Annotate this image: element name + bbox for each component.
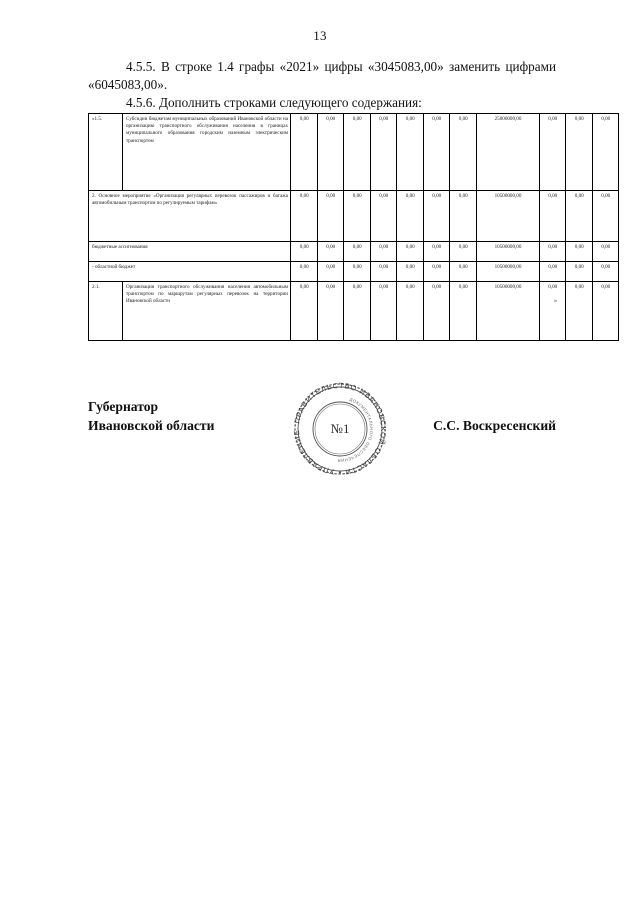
row-name-cell: Организация транспортного обслуживания н…: [122, 281, 291, 341]
page-number: 13: [313, 28, 327, 43]
row-value-cell-highlighted: 10500000,00: [475, 190, 540, 242]
row-value-cell: 0,00: [290, 241, 318, 262]
table-row: «1.5. Субсидии бюджетам муниципальных об…: [88, 113, 619, 191]
row-value-cell: 0,00: [565, 113, 593, 191]
row-value-cell: 0,00: [422, 281, 450, 341]
paragraph-4-5-5: 4.5.5. В строке 1.4 графы «2021» цифры «…: [88, 59, 556, 92]
seal-inner-ring-thin: [314, 403, 366, 455]
row-value-cell: 0,00: [449, 113, 477, 191]
row-value-cell: 0,00: [316, 190, 344, 242]
body-text-block: 4.5.5. В строке 1.4 графы «2021» цифры «…: [88, 58, 556, 113]
table-row: 2. Основное мероприятие «Организация рег…: [88, 190, 619, 242]
row-value-cell-highlighted: 25000000,00: [475, 113, 540, 191]
signatory-name: С.С. Воскресенский: [433, 418, 556, 433]
row-value-cell: 0,00: [343, 190, 371, 242]
signatory-title: Губернатор Ивановской области: [88, 399, 215, 433]
row-value-cell: 0,00: [449, 281, 477, 341]
table-body: «1.5. Субсидии бюджетам муниципальных об…: [88, 113, 619, 341]
row-value-cell: 0,00: [422, 190, 450, 242]
row-value-cell-highlighted: 10500000,00: [475, 261, 540, 282]
seal-number: №1: [331, 421, 350, 436]
row-value-cell-highlighted: 10500000,00: [475, 281, 540, 341]
row-value-cell: 0,00: [591, 281, 619, 341]
table-closing-quote: »: [554, 298, 557, 304]
row-name-cell: - областной бюджет: [88, 261, 291, 282]
official-seal-stamp: ПРАВИТЕЛЬСТВО ИВАНОВСКОЙ ОБЛАСТИ • УПРАВ…: [288, 377, 392, 481]
row-value-cell: 0,00: [449, 261, 477, 282]
row-name-cell: Субсидии бюджетам муниципальных образова…: [122, 113, 291, 191]
row-value-cell: 0,00: [396, 261, 424, 282]
row-code-cell: «1.5.: [88, 113, 123, 191]
row-value-cell: 0,00: [565, 190, 593, 242]
seal-inner-ring: [312, 401, 368, 457]
row-value-cell: 0,00: [565, 241, 593, 262]
row-value-cell: 0,00: [396, 241, 424, 262]
row-value-cell: 0,00: [591, 261, 619, 282]
row-code-cell: 2.1.: [88, 281, 123, 341]
row-value-cell: 0,00: [422, 113, 450, 191]
row-value-cell: 0,00: [290, 113, 318, 191]
row-value-cell: 0,00: [538, 113, 566, 191]
row-value-cell: 0,00: [369, 190, 397, 242]
row-value-cell: 0,00: [538, 241, 566, 262]
signature-block: Губернатор Ивановской области С.С. Воскр…: [88, 398, 556, 448]
row-value-cell: 0,00: [591, 113, 619, 191]
amendment-table: «1.5. Субсидии бюджетам муниципальных об…: [88, 113, 619, 341]
table-row: 2.1. Организация транспортного обслужива…: [88, 281, 619, 341]
row-value-cell: 0,00: [369, 113, 397, 191]
row-value-cell: 0,00: [316, 241, 344, 262]
row-value-cell: 0,00: [369, 261, 397, 282]
row-value-cell: 0,00: [290, 261, 318, 282]
seal-second-ring: [297, 386, 383, 472]
row-value-cell: 0,00: [396, 281, 424, 341]
row-value-cell: 0,00: [565, 261, 593, 282]
seal-outer-ring: [294, 383, 386, 475]
row-value-cell: 0,00: [343, 281, 371, 341]
row-value-cell: 0,00: [369, 241, 397, 262]
row-value-cell: 0,00: [396, 113, 424, 191]
row-value-cell: 0,00: [343, 261, 371, 282]
row-value-cell: 0,00: [316, 281, 344, 341]
row-name-cell: бюджетные ассигнования: [88, 241, 291, 262]
row-value-cell-highlighted: 10500000,00: [475, 241, 540, 262]
row-value-cell: 0,00: [369, 281, 397, 341]
row-value-cell: 0,00: [290, 281, 318, 341]
row-value-cell: 0,00: [396, 190, 424, 242]
row-value-cell: 0,00: [449, 190, 477, 242]
row-value-cell: 0,00: [538, 281, 566, 341]
row-value-cell: 0,00: [591, 190, 619, 242]
row-value-cell: 0,00: [422, 261, 450, 282]
row-value-cell: 0,00: [422, 241, 450, 262]
row-value-cell: 0,00: [538, 190, 566, 242]
row-value-cell: 0,00: [316, 261, 344, 282]
row-value-cell: 0,00: [449, 241, 477, 262]
table-row: бюджетные ассигнования 0,00 0,00 0,00 0,…: [88, 241, 619, 262]
row-name-cell: 2. Основное мероприятие «Организация рег…: [88, 190, 291, 242]
paragraph-4-5-6: 4.5.6. Дополнить строками следующего сод…: [126, 95, 422, 111]
row-value-cell: 0,00: [565, 281, 593, 341]
row-value-cell: 0,00: [316, 113, 344, 191]
row-value-cell: 0,00: [538, 261, 566, 282]
row-value-cell: 0,00: [343, 113, 371, 191]
row-value-cell: 0,00: [591, 241, 619, 262]
row-value-cell: 0,00: [343, 241, 371, 262]
row-value-cell: 0,00: [290, 190, 318, 242]
seal-graphic: ПРАВИТЕЛЬСТВО ИВАНОВСКОЙ ОБЛАСТИ • УПРАВ…: [288, 377, 387, 477]
table-row: - областной бюджет 0,00 0,00 0,00 0,00 0…: [88, 261, 619, 282]
